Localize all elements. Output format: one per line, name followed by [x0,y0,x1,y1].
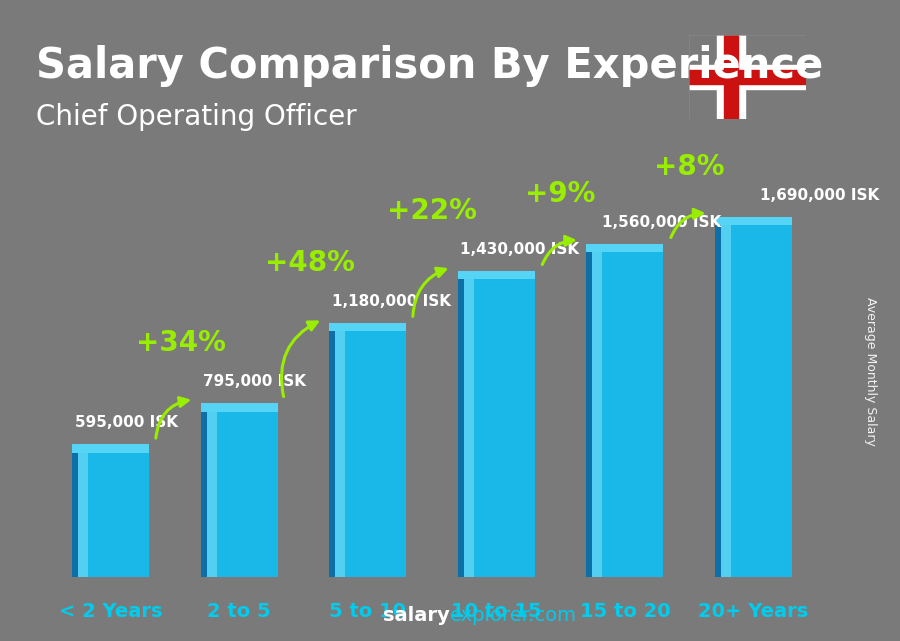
Bar [464,279,474,577]
Text: +48%: +48% [265,249,355,277]
Polygon shape [458,271,464,279]
Polygon shape [715,217,721,226]
Bar [721,226,731,577]
Bar [592,253,602,577]
Polygon shape [721,217,792,226]
FancyBboxPatch shape [336,331,406,577]
Polygon shape [201,403,207,412]
Text: explorer.com: explorer.com [450,606,577,625]
Polygon shape [201,412,207,577]
Polygon shape [329,322,336,331]
Text: 10 to 15: 10 to 15 [451,601,542,620]
Bar [724,35,738,119]
FancyArrowPatch shape [282,322,317,397]
Polygon shape [586,244,592,253]
Text: 795,000 ISK: 795,000 ISK [203,374,306,388]
Bar [688,71,806,83]
Polygon shape [592,244,663,253]
Text: +9%: +9% [526,181,596,208]
Text: +22%: +22% [387,197,477,225]
Text: +34%: +34% [136,329,226,357]
Polygon shape [78,444,149,453]
FancyBboxPatch shape [207,412,278,577]
Text: 1,180,000 ISK: 1,180,000 ISK [332,294,451,308]
Text: < 2 Years: < 2 Years [58,601,162,620]
Polygon shape [207,403,278,412]
Polygon shape [464,271,535,279]
Polygon shape [72,453,78,577]
Text: 5 to 10: 5 to 10 [329,601,406,620]
Text: Chief Operating Officer: Chief Operating Officer [36,103,356,131]
Bar [336,331,346,577]
Polygon shape [72,444,78,453]
Text: 1,430,000 ISK: 1,430,000 ISK [460,242,580,256]
FancyBboxPatch shape [464,279,535,577]
Text: 1,560,000 ISK: 1,560,000 ISK [602,215,721,229]
Bar [716,35,744,119]
FancyArrowPatch shape [670,210,702,238]
Text: 20+ Years: 20+ Years [698,601,808,620]
Text: Average Monthly Salary: Average Monthly Salary [865,297,878,446]
FancyArrowPatch shape [156,397,188,438]
FancyBboxPatch shape [721,226,792,577]
Bar [78,453,88,577]
Polygon shape [329,331,336,577]
Text: 1,690,000 ISK: 1,690,000 ISK [760,188,879,203]
FancyBboxPatch shape [592,253,663,577]
Text: 595,000 ISK: 595,000 ISK [75,415,177,430]
Text: salary: salary [383,606,450,625]
Text: 2 to 5: 2 to 5 [207,601,271,620]
Bar [207,412,217,577]
Bar [688,65,806,88]
Text: Salary Comparison By Experience: Salary Comparison By Experience [36,45,824,87]
FancyBboxPatch shape [78,453,149,577]
Text: +8%: +8% [654,153,724,181]
Polygon shape [586,253,592,577]
FancyArrowPatch shape [543,237,573,265]
FancyArrowPatch shape [413,268,446,317]
Polygon shape [458,279,464,577]
Polygon shape [336,322,406,331]
Text: 15 to 20: 15 to 20 [580,601,670,620]
Polygon shape [715,226,721,577]
